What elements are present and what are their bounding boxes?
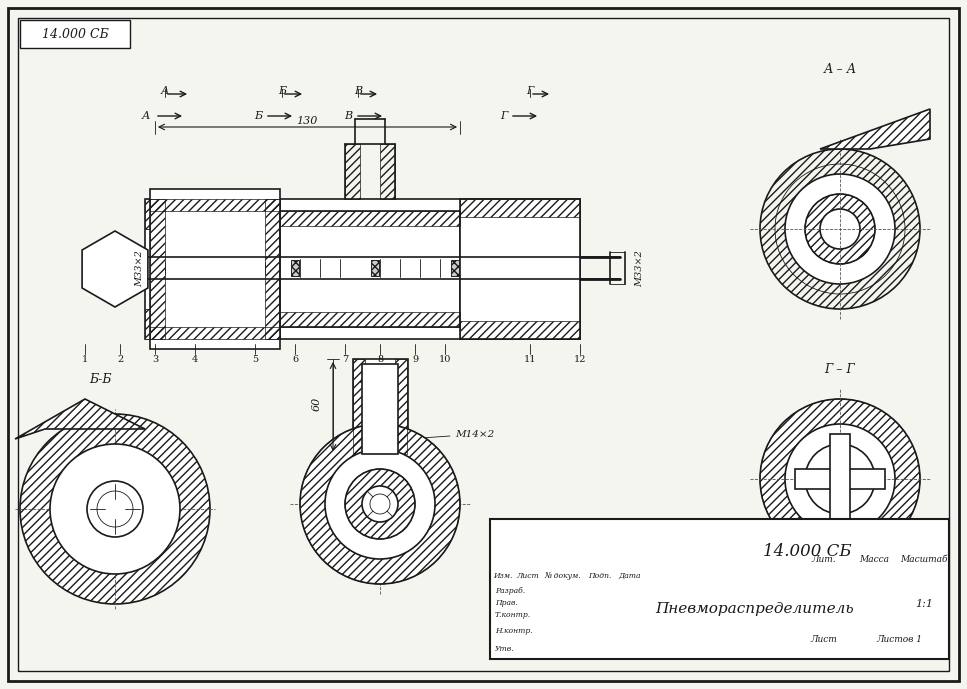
Bar [280,211,460,327]
Polygon shape [15,399,145,439]
Bar [795,469,885,489]
Text: Разраб.: Разраб. [495,587,525,595]
Text: 10: 10 [439,355,452,364]
Bar [145,199,580,339]
Text: 5: 5 [252,355,258,364]
Text: А: А [161,86,169,96]
Text: А – А: А – А [823,63,857,76]
Circle shape [760,399,920,559]
Circle shape [325,449,435,559]
Text: 12: 12 [573,355,586,364]
Text: Лист: Лист [516,572,539,580]
Text: 6: 6 [292,355,298,364]
Text: Лист: Лист [810,635,837,644]
Text: В: В [344,111,352,121]
Bar [490,519,949,659]
Text: 1: 1 [82,355,88,364]
Text: Лит.: Лит. [811,555,836,564]
Text: Масса: Масса [859,555,889,564]
Text: Дата: Дата [619,572,641,580]
Text: 1:1: 1:1 [915,599,933,609]
Text: 2: 2 [117,355,123,364]
Text: 11: 11 [524,355,537,364]
Bar [353,359,408,454]
Bar [362,364,398,454]
Text: Прав.: Прав. [495,599,518,607]
Circle shape [805,444,875,514]
Polygon shape [82,231,148,307]
Text: Пневмораспределитель: Пневмораспределитель [656,602,854,616]
Bar [353,359,365,454]
Bar [291,260,299,276]
Text: А: А [141,111,150,121]
Text: 7: 7 [342,355,348,364]
Text: Т.контр.: Т.контр. [495,611,531,619]
Text: Н.контр.: Н.контр. [495,627,533,635]
Text: Масштаб: Масштаб [900,555,948,564]
Bar [830,434,850,524]
Text: 8: 8 [377,355,383,364]
Polygon shape [150,189,280,349]
Text: 3: 3 [152,355,159,364]
Ellipse shape [20,414,210,604]
Text: M33×2: M33×2 [635,251,644,287]
Polygon shape [820,109,930,149]
Text: В: В [354,86,362,96]
Circle shape [820,209,860,249]
Text: 4: 4 [191,355,198,364]
Circle shape [362,486,398,522]
Ellipse shape [50,444,180,574]
Circle shape [785,424,895,534]
Text: Листов 1: Листов 1 [876,635,922,644]
Circle shape [785,174,895,284]
Bar [371,260,379,276]
Text: Б: Б [278,86,286,96]
Bar [460,199,580,339]
Text: 9: 9 [412,355,418,364]
Text: 14.000 СБ: 14.000 СБ [42,28,108,41]
Text: Утв.: Утв. [495,645,514,653]
Text: Изм.: Изм. [493,572,513,580]
Text: M33×2: M33×2 [135,251,144,287]
Text: 14.000 СБ: 14.000 СБ [763,542,851,559]
Bar [145,199,225,229]
Text: 130: 130 [296,116,318,126]
Circle shape [87,481,143,537]
Text: В-В: В-В [359,373,381,386]
Text: Б-Б: Б-Б [89,373,111,386]
Circle shape [300,424,460,584]
Text: Б: Б [254,111,262,121]
Text: Г: Г [501,111,508,121]
Bar [20,20,130,48]
Text: № докум.: № докум. [544,572,581,580]
Bar [145,309,225,339]
Text: M14×2: M14×2 [455,429,494,438]
Bar [371,260,379,276]
Bar [291,260,299,276]
Text: 60: 60 [312,397,322,411]
Bar [451,260,459,276]
Text: Г: Г [526,86,534,96]
Bar [395,359,407,454]
Text: Г – Г: Г – Г [825,362,856,376]
Text: Подп.: Подп. [588,572,612,580]
Bar [451,260,459,276]
